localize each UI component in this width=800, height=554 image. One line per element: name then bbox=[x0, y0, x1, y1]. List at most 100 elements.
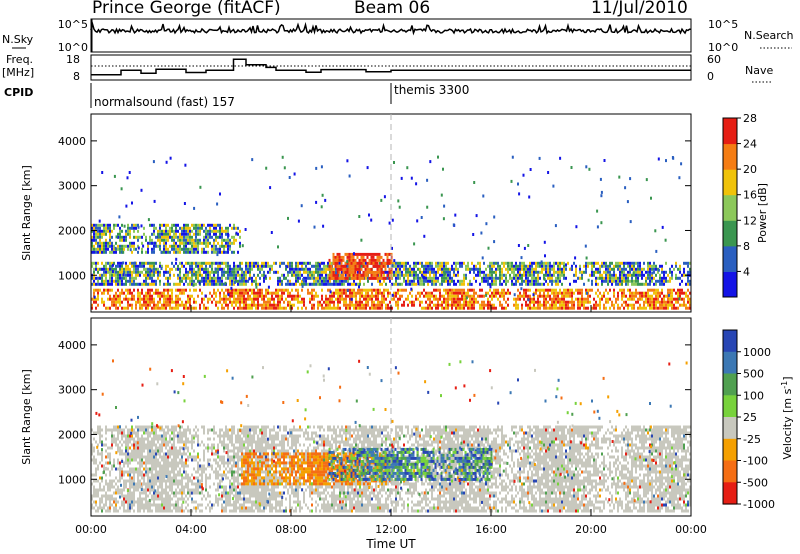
scatter-cell bbox=[321, 294, 323, 298]
scatter-cell bbox=[175, 261, 177, 265]
scatter-cell bbox=[211, 279, 213, 283]
scatter-cell bbox=[333, 279, 335, 283]
scatter-cell bbox=[203, 282, 205, 286]
scatter-cell bbox=[149, 479, 151, 483]
scatter-cell bbox=[437, 155, 439, 159]
scatter-cell bbox=[433, 303, 435, 307]
scatter-cell bbox=[429, 270, 431, 274]
scatter-cell bbox=[167, 282, 169, 286]
scatter-cell bbox=[91, 303, 93, 307]
scatter-cell bbox=[651, 306, 653, 310]
scatter-cell bbox=[617, 291, 619, 295]
scatter-cell bbox=[175, 300, 177, 304]
scatter-cell bbox=[429, 279, 431, 283]
scatter-cell bbox=[231, 241, 233, 245]
scatter-cell bbox=[117, 446, 119, 450]
scatter-cell bbox=[505, 291, 507, 295]
scatter-cell bbox=[163, 491, 165, 495]
scatter-cell bbox=[133, 226, 135, 230]
scatter-cell bbox=[163, 488, 165, 492]
scatter-cell bbox=[127, 494, 129, 498]
scatter-cell bbox=[489, 261, 491, 265]
scatter-cell bbox=[129, 491, 131, 495]
scatter-cell bbox=[457, 267, 459, 271]
scatter-cell bbox=[167, 467, 169, 471]
scatter-cell bbox=[435, 264, 437, 268]
scatter-cell bbox=[145, 279, 147, 283]
scatter-cell bbox=[453, 270, 455, 274]
scatter-cell bbox=[185, 303, 187, 307]
scatter-cell bbox=[241, 267, 243, 271]
scatter-cell bbox=[377, 297, 379, 301]
scatter-cell bbox=[569, 306, 571, 310]
scatter-cell bbox=[181, 437, 183, 441]
scatter-cell bbox=[141, 303, 143, 307]
scatter-cell bbox=[185, 238, 187, 242]
scatter-cell bbox=[207, 279, 209, 283]
scatter-cell bbox=[617, 276, 619, 280]
scatter-cell bbox=[203, 276, 205, 280]
scatter-cell bbox=[213, 232, 215, 236]
scatter-cell bbox=[641, 270, 643, 274]
scatter-cell bbox=[159, 247, 161, 251]
scatter-cell bbox=[357, 282, 359, 286]
scatter-cell bbox=[153, 425, 155, 429]
scatter-cell bbox=[355, 294, 357, 298]
scatter-cell bbox=[207, 261, 209, 265]
scatter-cell bbox=[107, 461, 109, 465]
scatter-cell bbox=[354, 252, 357, 256]
scatter-cell bbox=[101, 232, 103, 236]
scatter-cell bbox=[229, 238, 231, 242]
scatter-cell bbox=[127, 303, 129, 307]
scatter-cell bbox=[99, 250, 101, 254]
scatter-cell bbox=[185, 226, 187, 230]
scatter-cell bbox=[591, 279, 593, 283]
scatter-cell bbox=[295, 270, 297, 274]
scatter-cell bbox=[103, 273, 105, 277]
scatter-cell bbox=[328, 276, 331, 280]
scatter-cell bbox=[93, 506, 95, 510]
scatter-cell bbox=[145, 464, 147, 468]
scatter-cell bbox=[319, 264, 321, 268]
scatter-cell bbox=[527, 276, 529, 280]
scatter-cell bbox=[149, 223, 151, 227]
scatter-cell bbox=[201, 241, 203, 245]
scatter-cell bbox=[519, 264, 521, 268]
scatter-cell bbox=[271, 297, 273, 301]
scatter-cell bbox=[555, 282, 557, 286]
scatter-cell bbox=[481, 294, 483, 298]
scatter-cell bbox=[425, 291, 427, 295]
scatter-cell bbox=[311, 276, 313, 280]
scatter-cell bbox=[629, 273, 631, 277]
scatter-cell bbox=[155, 509, 157, 513]
scatter-cell bbox=[647, 273, 649, 277]
scatter-cell bbox=[331, 261, 333, 265]
scatter-cell bbox=[615, 276, 617, 280]
scatter-cell bbox=[332, 261, 335, 265]
scatter-cell bbox=[397, 199, 400, 203]
scatter-cell bbox=[493, 306, 495, 310]
scatter-cell bbox=[125, 425, 127, 429]
scatter-cell bbox=[297, 294, 299, 298]
scatter-cell bbox=[137, 273, 139, 277]
scatter-cell bbox=[619, 273, 621, 277]
scatter-cell bbox=[93, 458, 95, 462]
scatter-cell bbox=[563, 291, 565, 295]
scatter-cell bbox=[425, 267, 427, 271]
scatter-cell bbox=[125, 449, 127, 453]
scatter-cell bbox=[557, 294, 559, 298]
scatter-cell bbox=[473, 300, 475, 304]
scatter-cell bbox=[687, 300, 689, 304]
scatter-cell bbox=[291, 264, 293, 268]
scatter-cell bbox=[91, 247, 93, 251]
scatter-cell bbox=[127, 497, 129, 501]
scatter-cell bbox=[491, 276, 493, 280]
scatter-cell bbox=[215, 226, 217, 230]
scatter-cell bbox=[159, 443, 161, 447]
scatter-cell bbox=[165, 235, 167, 239]
scatter-cell bbox=[103, 443, 105, 447]
scatter-cell bbox=[101, 282, 103, 286]
scatter-cell bbox=[279, 306, 281, 310]
scatter-cell bbox=[115, 264, 117, 268]
scatter-cell bbox=[97, 506, 99, 510]
